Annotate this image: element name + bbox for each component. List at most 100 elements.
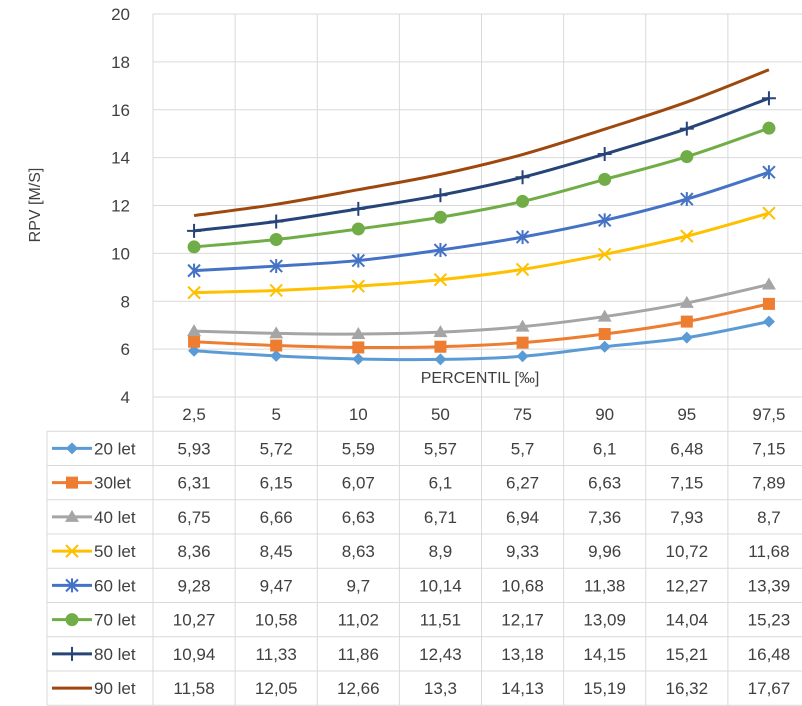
table-cell: 10,14 xyxy=(419,576,462,595)
data-point-marker xyxy=(761,91,776,106)
legend-key xyxy=(52,442,92,455)
data-point-marker xyxy=(351,222,365,236)
y-tick-label: 18 xyxy=(111,53,130,72)
x-tick-label: 95 xyxy=(677,405,696,424)
data-point-marker xyxy=(269,326,284,339)
table-cell: 15,19 xyxy=(583,679,626,698)
data-point-marker xyxy=(679,295,694,308)
data-point-marker xyxy=(270,339,283,352)
legend-label: 50 let xyxy=(94,542,136,561)
y-tick-label: 20 xyxy=(111,5,130,24)
data-point-marker xyxy=(352,341,365,354)
table-row: 20 let 5,93 5,72 5,59 5,57 5,7 6,1 6,48 7,15 xyxy=(52,439,785,458)
data-point-marker xyxy=(187,240,201,254)
table-cell: 9,47 xyxy=(260,576,293,595)
table-cell: 5,57 xyxy=(424,439,457,458)
table-cell: 9,28 xyxy=(178,576,211,595)
legend-label: 40 let xyxy=(94,508,136,527)
table-cell: 8,9 xyxy=(429,542,453,561)
table-cell: 11,38 xyxy=(584,576,625,595)
table-cell: 12,43 xyxy=(419,645,462,664)
legend-label: 20 let xyxy=(94,439,136,458)
table-cell: 12,66 xyxy=(337,679,380,698)
data-point-marker xyxy=(680,315,693,328)
legend-key xyxy=(52,646,92,661)
table-row: 80 let 10,94 11,33 11,86 12,43 13,18 14,15 15,2… xyxy=(52,645,790,664)
data-point-marker xyxy=(187,223,202,238)
series-line xyxy=(193,320,770,362)
table-cell: 6,07 xyxy=(342,474,375,493)
legend-key xyxy=(52,476,92,489)
table-cell: 10,27 xyxy=(173,611,216,630)
x-tick-label: 50 xyxy=(431,405,450,424)
data-point-marker xyxy=(65,544,79,558)
x-tick-label: 2,5 xyxy=(182,405,206,424)
x-tick-label: 97,5 xyxy=(752,405,785,424)
series-line xyxy=(194,211,770,295)
x-tick-label: 10 xyxy=(349,405,368,424)
y-tick-label: 6 xyxy=(121,340,130,359)
data-point-marker xyxy=(351,201,366,216)
table-cell: 16,48 xyxy=(748,645,791,664)
table-cell: 10,68 xyxy=(501,576,544,595)
legend-key xyxy=(52,578,92,593)
data-point-marker xyxy=(762,206,776,220)
x-tick-label: 75 xyxy=(513,405,532,424)
table-cell: 6,15 xyxy=(260,474,293,493)
data-point-marker xyxy=(269,259,283,274)
y-tick-label: 10 xyxy=(111,244,130,263)
data-point-marker xyxy=(65,578,79,593)
data-point-marker xyxy=(65,646,79,661)
table-cell: 11,33 xyxy=(256,645,297,664)
series-40-let xyxy=(187,277,776,340)
table-cell: 11,86 xyxy=(338,645,379,664)
y-tick-label: 16 xyxy=(111,101,130,120)
table-cell: 6,71 xyxy=(424,508,457,527)
table-row: 50 let 8,36 8,45 8,63 8,9 9,33 9,96 10,72 11,68 xyxy=(52,542,790,561)
table-cell: 7,89 xyxy=(752,474,785,493)
y-tick-label: 14 xyxy=(111,149,130,168)
table-cell: 13,3 xyxy=(424,679,457,698)
data-point-marker xyxy=(434,353,447,366)
legend-label: 90 let xyxy=(94,679,136,698)
series-70-let xyxy=(187,121,776,254)
legend-label: 30let xyxy=(94,474,131,493)
data-point-marker xyxy=(433,272,448,287)
legend-key xyxy=(52,509,92,522)
table-cell: 14,04 xyxy=(666,611,709,630)
data-point-marker xyxy=(433,210,447,224)
data-point-marker xyxy=(433,243,448,258)
table-row: 40 let 6,75 6,66 6,63 6,71 6,94 7,36 7,93 8,7 xyxy=(52,508,781,527)
series-lines xyxy=(187,68,776,366)
data-point-marker xyxy=(434,340,447,353)
data-point-marker xyxy=(680,229,694,243)
table-cell: 15,23 xyxy=(748,611,791,630)
table-cell: 9,33 xyxy=(506,542,539,561)
data-point-marker xyxy=(188,344,201,357)
data-point-marker xyxy=(66,442,78,455)
table-cell: 7,36 xyxy=(588,508,621,527)
legend-label: 70 let xyxy=(94,611,136,630)
table-cell: 6,31 xyxy=(178,474,211,493)
legend-label: 60 let xyxy=(94,576,136,595)
data-point-marker xyxy=(352,352,365,365)
data-point-marker xyxy=(515,230,530,245)
data-point-marker xyxy=(433,188,448,203)
y-axis-label: RPV [M/S] xyxy=(27,168,44,243)
data-point-marker xyxy=(762,315,775,328)
table-cell: 11,02 xyxy=(338,611,379,630)
data-point-marker xyxy=(188,335,201,348)
data-table: 2,5 5 10 50 75 90 95 97,5 20 let 5,93 5,72 5,59 5,57… xyxy=(46,396,802,706)
table-cell: 6,75 xyxy=(178,508,211,527)
series-line xyxy=(193,96,770,233)
data-point-marker xyxy=(269,283,283,298)
data-point-marker xyxy=(762,121,776,135)
data-point-marker xyxy=(597,213,612,228)
legend-key xyxy=(52,613,92,627)
data-point-marker xyxy=(515,319,530,332)
series-30let xyxy=(188,297,775,354)
data-point-marker xyxy=(516,350,529,363)
table-cell: 6,63 xyxy=(342,508,375,527)
series-20-let xyxy=(188,315,775,366)
